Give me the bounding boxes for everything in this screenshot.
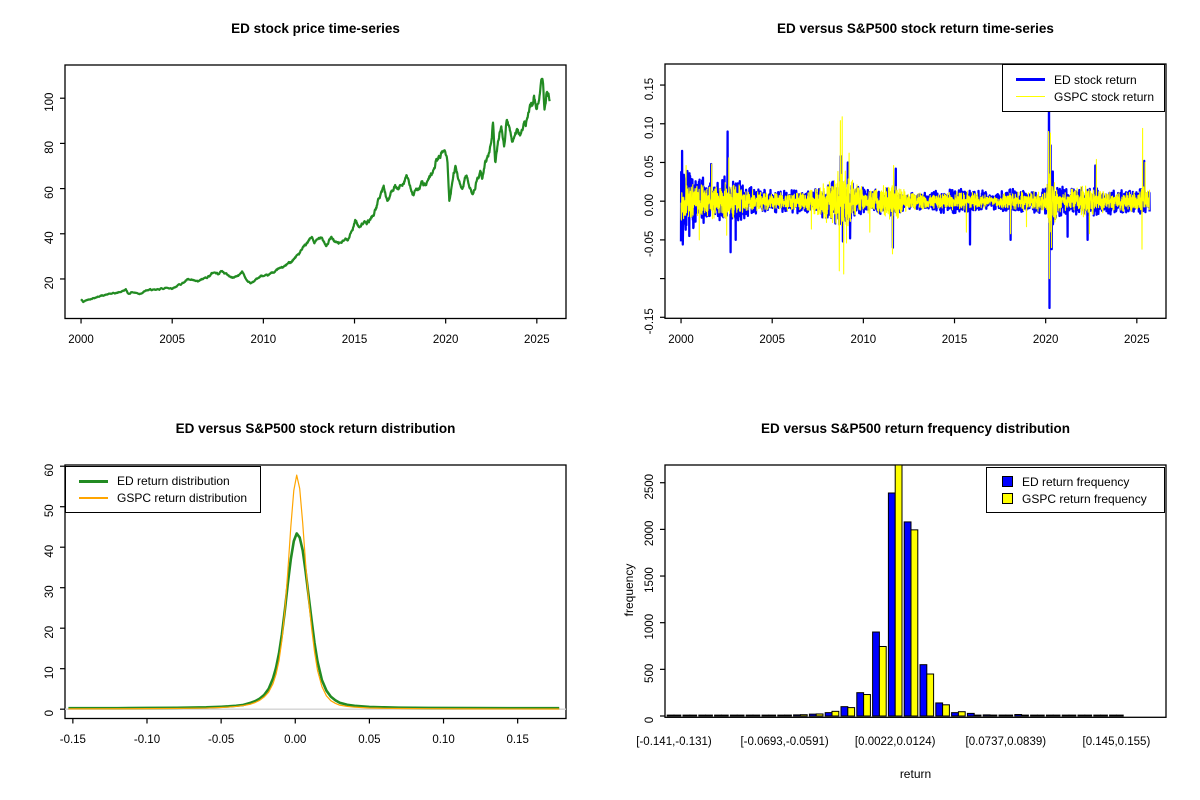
svg-text:0.00: 0.00 xyxy=(644,194,656,216)
svg-text:0: 0 xyxy=(644,717,656,723)
svg-text:2010: 2010 xyxy=(851,334,877,346)
svg-text:2005: 2005 xyxy=(159,334,185,346)
panel-title: ED versus S&P500 stock return distributi… xyxy=(175,421,456,436)
svg-text:0.05: 0.05 xyxy=(644,155,656,177)
svg-text:-0.10: -0.10 xyxy=(134,734,160,746)
legend-line-sample-ed-icon xyxy=(79,479,108,483)
svg-text:50: 50 xyxy=(44,504,56,517)
svg-text:2005: 2005 xyxy=(759,334,785,346)
panel-return-distribution: -0.15 -0.10 -0.05 0.00 0.05 0.10 0.15 0 10 20 30 40… xyxy=(0,400,600,800)
svg-text:2020: 2020 xyxy=(1033,334,1059,346)
panel-title: ED stock price time-series xyxy=(231,21,400,36)
legend: ED return distribution GSPC return distr… xyxy=(65,466,261,513)
return-distribution-chart: -0.15 -0.10 -0.05 0.00 0.05 0.10 0.15 0 10 20 30 40… xyxy=(44,464,567,746)
legend-item-ed-distribution: ED return distribution xyxy=(66,474,260,488)
legend-item-ed-return: ED stock return xyxy=(1003,73,1164,87)
svg-text:40: 40 xyxy=(44,545,56,558)
svg-text:2000: 2000 xyxy=(668,334,694,346)
legend-label: ED return distribution xyxy=(117,474,230,488)
svg-text:0.05: 0.05 xyxy=(358,734,380,746)
legend-item-gspc-distribution: GSPC return distribution xyxy=(66,491,260,505)
svg-text:0.00: 0.00 xyxy=(284,734,306,746)
svg-text:40: 40 xyxy=(44,231,56,244)
svg-text:2010: 2010 xyxy=(251,334,277,346)
svg-text:2025: 2025 xyxy=(1124,334,1150,346)
legend-line-sample-gspc-icon xyxy=(1016,95,1045,98)
svg-text:[0.0737,0.0839): [0.0737,0.0839) xyxy=(966,736,1047,748)
svg-text:[-0.141,-0.131): [-0.141,-0.131) xyxy=(636,736,712,748)
legend: ED stock return GSPC stock return xyxy=(1002,64,1165,112)
svg-text:0.15: 0.15 xyxy=(506,734,528,746)
svg-text:[0.145,0.155): [0.145,0.155) xyxy=(1083,736,1151,748)
legend-square-sample-gspc-icon xyxy=(1002,493,1013,504)
svg-text:60: 60 xyxy=(44,464,56,477)
legend-line-sample-gspc-icon xyxy=(79,497,108,499)
legend: ED return frequency GSPC return frequenc… xyxy=(986,467,1165,513)
svg-text:2015: 2015 xyxy=(342,334,368,346)
svg-text:80: 80 xyxy=(44,141,56,154)
return-timeseries-chart: 2000 2005 2010 2015 2020 2025 0.15 0.10 0.05 0.00… xyxy=(644,63,1167,346)
svg-text:2000: 2000 xyxy=(644,521,656,547)
svg-text:2015: 2015 xyxy=(942,334,968,346)
legend-item-gspc-frequency: GSPC return frequency xyxy=(987,492,1164,506)
svg-text:500: 500 xyxy=(644,664,656,683)
svg-text:100: 100 xyxy=(44,93,56,112)
panel-return-timeseries: 2000 2005 2010 2015 2020 2025 0.15 0.10 0.05 0.00… xyxy=(600,0,1200,400)
svg-text:30: 30 xyxy=(44,585,56,598)
price-timeseries-chart: 2000 2005 2010 2015 2020 2025 20 40 60 80 100 xyxy=(44,64,567,346)
legend-item-ed-frequency: ED return frequency xyxy=(987,475,1164,489)
legend-square-sample-ed-icon xyxy=(1002,476,1013,487)
legend-label: GSPC return distribution xyxy=(117,491,248,505)
svg-text:2020: 2020 xyxy=(433,334,459,346)
svg-text:-0.15: -0.15 xyxy=(60,734,86,746)
legend-label: GSPC return frequency xyxy=(1022,491,1147,506)
svg-text:60: 60 xyxy=(44,186,56,199)
svg-text:0.10: 0.10 xyxy=(432,734,454,746)
svg-text:[0.0022,0.0124): [0.0022,0.0124) xyxy=(855,736,936,748)
svg-text:-0.05: -0.05 xyxy=(208,734,234,746)
svg-text:-0.15: -0.15 xyxy=(644,308,656,334)
panel-price-timeseries: 2000 2005 2010 2015 2020 2025 20 40 60 80 100 ED s… xyxy=(0,0,600,400)
svg-text:2000: 2000 xyxy=(68,334,94,346)
legend-label: ED return frequency xyxy=(1022,474,1130,489)
svg-text:-0.05: -0.05 xyxy=(644,231,656,257)
svg-text:0.15: 0.15 xyxy=(644,78,656,100)
legend-label: GSPC stock return xyxy=(1054,89,1155,104)
svg-text:1000: 1000 xyxy=(644,614,656,640)
svg-text:2025: 2025 xyxy=(524,334,550,346)
svg-text:20: 20 xyxy=(44,626,56,639)
legend-line-sample-ed-icon xyxy=(1016,78,1045,81)
svg-text:10: 10 xyxy=(44,666,56,679)
svg-text:2500: 2500 xyxy=(644,474,656,500)
panel-title: ED versus S&P500 return frequency distri… xyxy=(760,421,1071,436)
svg-text:1500: 1500 xyxy=(644,567,656,593)
svg-text:[-0.0693,-0.0591): [-0.0693,-0.0591) xyxy=(740,736,828,748)
x-axis-label: return xyxy=(899,767,932,781)
legend-item-gspc-return: GSPC stock return xyxy=(1003,90,1164,104)
panel-return-frequency: 0 500 1000 1500 2000 2500 [-0.141,-0.131) [-0.0… xyxy=(600,400,1200,800)
panel-title: ED versus S&P500 stock return time-serie… xyxy=(777,21,1054,36)
svg-text:0: 0 xyxy=(44,710,56,716)
svg-text:20: 20 xyxy=(44,277,56,290)
svg-text:0.10: 0.10 xyxy=(644,117,656,139)
y-axis-label: frequency xyxy=(622,563,636,617)
legend-label: ED stock return xyxy=(1054,72,1137,87)
return-frequency-chart: 0 500 1000 1500 2000 2500 [-0.141,-0.131) [-0.0… xyxy=(636,464,1167,748)
